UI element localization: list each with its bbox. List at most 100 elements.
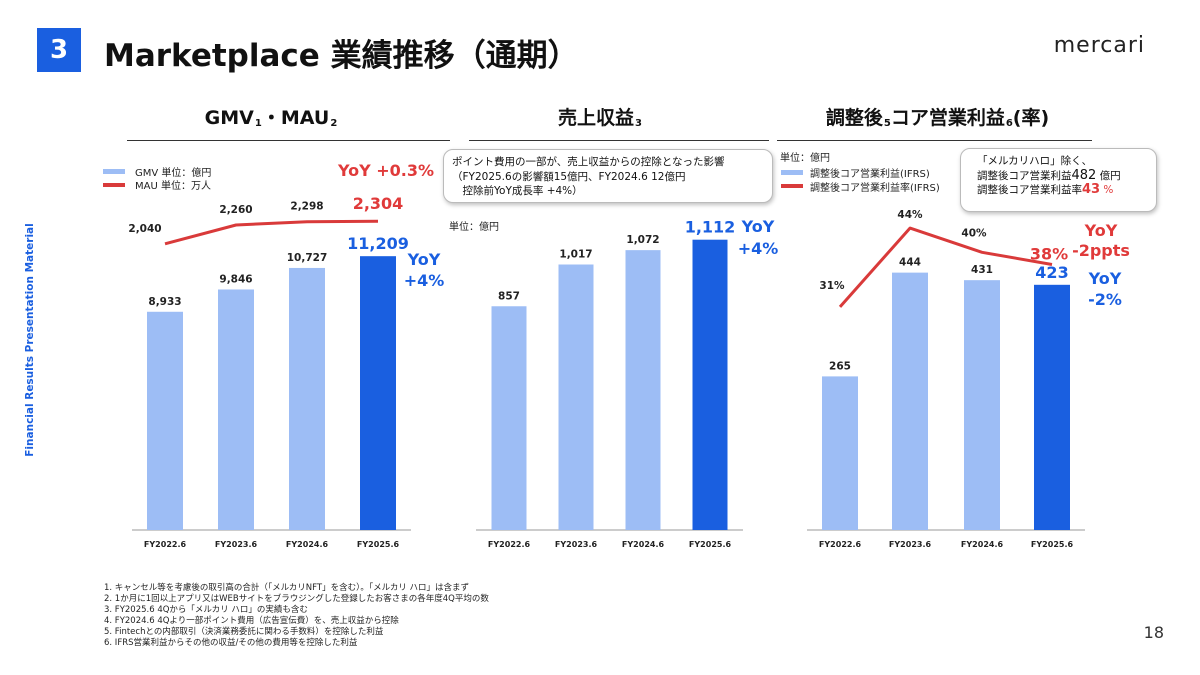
- profit-yoy-label: YoY: [1088, 269, 1122, 288]
- mau-legend-line-swatch: [103, 183, 125, 187]
- gmv-bar-value-FY2023.6: 9,846: [219, 273, 252, 285]
- profit-bar-value-FY2024.6: 431: [971, 264, 993, 276]
- profit-line-value-FY2024.6: 40%: [961, 227, 987, 239]
- profit-callout-value-1: 482: [1071, 167, 1097, 183]
- profit-bar-FY2025.6: [1034, 284, 1070, 530]
- profit-title-b: コア営業利益: [890, 107, 1005, 129]
- profit-legend-bar-label: 調整後コア営業利益(IFRS): [810, 167, 930, 180]
- gmv-bar-FY2025.6: [360, 256, 396, 530]
- profit-title-rule: [777, 140, 1092, 141]
- revenue-callout-line-2: （FY2025.6の影響額15億円、FY2024.6 12億円: [452, 170, 686, 183]
- revenue-bar-FY2022.6: [491, 306, 527, 530]
- profit-line-series: [838, 226, 1053, 308]
- mau-yoy-label: YoY +0.3%: [337, 161, 434, 180]
- footnote-3: 3. FY2025.6 4Qから「メルカリ ハロ」の実績も含む: [104, 605, 308, 615]
- profit-callout-value-2: 43: [1082, 182, 1101, 197]
- footnote-2: 2. 1か月に1回以上アプリ又はWEBサイトをブラウジングした登録したお客さまの…: [104, 594, 489, 604]
- gmv-legend: GMV 単位：億円 MAU 単位：万人: [103, 166, 211, 192]
- revenue-title-footnote: 3: [635, 118, 642, 129]
- profit-legend-bar-swatch: [781, 170, 803, 175]
- footnote-5: 5. Fintechとの内部取引（決済業務委託に関わる手数料）を控除した利益: [104, 627, 384, 637]
- profit-bar-value-FY2025.6: 423: [1035, 263, 1068, 282]
- gmv-panel-title: GMV1・MAU2: [198, 103, 344, 130]
- gmv-bar-value-FY2025.6: 11,209: [347, 234, 409, 253]
- gmv-x-tick-FY2024.6: FY2024.6: [286, 540, 329, 549]
- revenue-x-tick-FY2023.6: FY2023.6: [555, 540, 598, 549]
- profit-rate-yoy-label: YoY: [1084, 221, 1118, 240]
- profit-title-footnote-2: 6: [1005, 118, 1013, 129]
- profit-bar-value-FY2023.6: 444: [899, 257, 921, 269]
- gmv-title-text: GMV: [204, 107, 254, 129]
- revenue-bar-value-FY2022.6: 857: [498, 290, 520, 302]
- gmv-title-rule: [127, 140, 450, 141]
- profit-legend-line-label: 調整後コア営業利益率(IFRS): [810, 181, 940, 194]
- gmv-x-tick-FY2025.6: FY2025.6: [357, 540, 400, 549]
- gmv-x-tick-FY2023.6: FY2023.6: [215, 540, 258, 549]
- footnote-4: 4. FY2024.6 4Qより一部ポイント費用（広告宣伝費）を、売上収益から控…: [104, 616, 399, 626]
- gmv-legend-bar-label: GMV 単位：億円: [135, 166, 211, 179]
- revenue-bar-FY2024.6: [625, 250, 661, 531]
- gmv-title-separator: ・: [261, 107, 281, 129]
- revenue-bar-value-FY2025.6: 1,112: [685, 218, 736, 237]
- gmv-line-value-FY2022.6: 2,040: [128, 223, 161, 235]
- profit-bar-FY2024.6: [964, 280, 1000, 530]
- page-number: 18: [1143, 623, 1164, 642]
- revenue-unit-label: 単位：億円: [449, 220, 499, 233]
- profit-title-a: 調整後: [825, 107, 883, 129]
- footnote-1: 1. キャンセル等を考慮後の取引高の合計（「メルカリNFT」を含む）。「メルカリ…: [104, 583, 470, 593]
- profit-unit-label: 単位：億円: [780, 151, 830, 164]
- revenue-callout-line-1: ポイント費用の一部が、売上収益からの控除となった影響: [452, 156, 725, 168]
- mau-title-footnote: 2: [330, 118, 338, 129]
- gmv-line-value-FY2025.6: 2,304: [353, 194, 404, 213]
- page-title: Marketplace 業績推移（通期）: [104, 38, 579, 74]
- gmv-line-series: [164, 219, 379, 246]
- profit-panel-title: 調整後5コア営業利益6(率): [800, 103, 1075, 130]
- revenue-x-tick-FY2024.6: FY2024.6: [622, 540, 665, 549]
- profit-callout-line-3: 調整後コア営業利益率43 %: [977, 182, 1148, 198]
- revenue-bar-FY2025.6: [692, 239, 728, 531]
- footnotes: 1. キャンセル等を考慮後の取引高の合計（「メルカリNFT」を含む）。「メルカリ…: [104, 583, 489, 649]
- profit-bar-value-FY2022.6: 265: [829, 360, 851, 372]
- profit-callout-unit-1: 億円: [1096, 169, 1121, 182]
- profit-callout-line-1: 「メルカリハロ」除く、: [977, 155, 1093, 167]
- profit-title-footnote-1: 5: [883, 118, 891, 129]
- revenue-title-rule: [469, 140, 769, 141]
- mau-legend-line-label: MAU 単位：万人: [135, 179, 211, 192]
- profit-callout: 「メルカリハロ」除く、 調整後コア営業利益482 億円 調整後コア営業利益率43…: [960, 148, 1157, 212]
- revenue-x-tick-FY2022.6: FY2022.6: [488, 540, 531, 549]
- gmv-bar-FY2023.6: [218, 289, 254, 530]
- chart-marks: 8,933 FY2022.6 9,846 FY2023.6 10,727 FY2024.6…: [128, 194, 1085, 549]
- revenue-bar-value-FY2024.6: 1,072: [626, 234, 659, 246]
- profit-callout-unit-2: %: [1100, 184, 1114, 196]
- profit-x-tick-FY2024.6: FY2024.6: [961, 540, 1004, 549]
- profit-bar-FY2022.6: [822, 376, 858, 530]
- gmv-title-footnote: 1: [254, 118, 262, 129]
- profit-line-value-FY2022.6: 31%: [819, 280, 845, 292]
- profit-legend: 調整後コア営業利益(IFRS) 調整後コア営業利益率(IFRS): [781, 167, 940, 194]
- gmv-bar-FY2024.6: [289, 267, 325, 530]
- profit-title-c: (率): [1012, 107, 1050, 129]
- gmv-bar-FY2022.6: [147, 311, 183, 530]
- profit-legend-line-swatch: [781, 184, 803, 188]
- gmv-bar-value-FY2022.6: 8,933: [148, 296, 181, 308]
- revenue-panel-title: 売上収益3: [540, 103, 660, 130]
- gmv-bar-value-FY2024.6: 10,727: [287, 252, 328, 264]
- footnote-6: 6. IFRS営業利益からその他の収益/その他の費用等を控除した利益: [104, 638, 358, 648]
- revenue-yoy-label: YoY: [741, 217, 775, 236]
- gmv-legend-bar-swatch: [103, 169, 125, 174]
- profit-x-tick-FY2022.6: FY2022.6: [819, 540, 862, 549]
- profit-bar-FY2023.6: [892, 272, 928, 530]
- revenue-bar-value-FY2023.6: 1,017: [559, 248, 592, 260]
- profit-line-value-FY2025.6: 38%: [1030, 244, 1068, 263]
- profit-x-tick-FY2025.6: FY2025.6: [1031, 540, 1074, 549]
- mau-title-text: MAU: [280, 107, 330, 129]
- revenue-bar-FY2023.6: [558, 264, 594, 530]
- profit-callout-label-1: 調整後コア営業利益: [977, 169, 1072, 182]
- gmv-yoy-value: +4%: [404, 271, 445, 290]
- revenue-x-tick-FY2025.6: FY2025.6: [689, 540, 732, 549]
- profit-yoy-value: -2%: [1088, 290, 1122, 309]
- profit-callout-label-2: 調整後コア営業利益率: [977, 184, 1082, 196]
- section-number-badge: 3: [37, 28, 81, 72]
- gmv-line-value-FY2023.6: 2,260: [219, 204, 252, 216]
